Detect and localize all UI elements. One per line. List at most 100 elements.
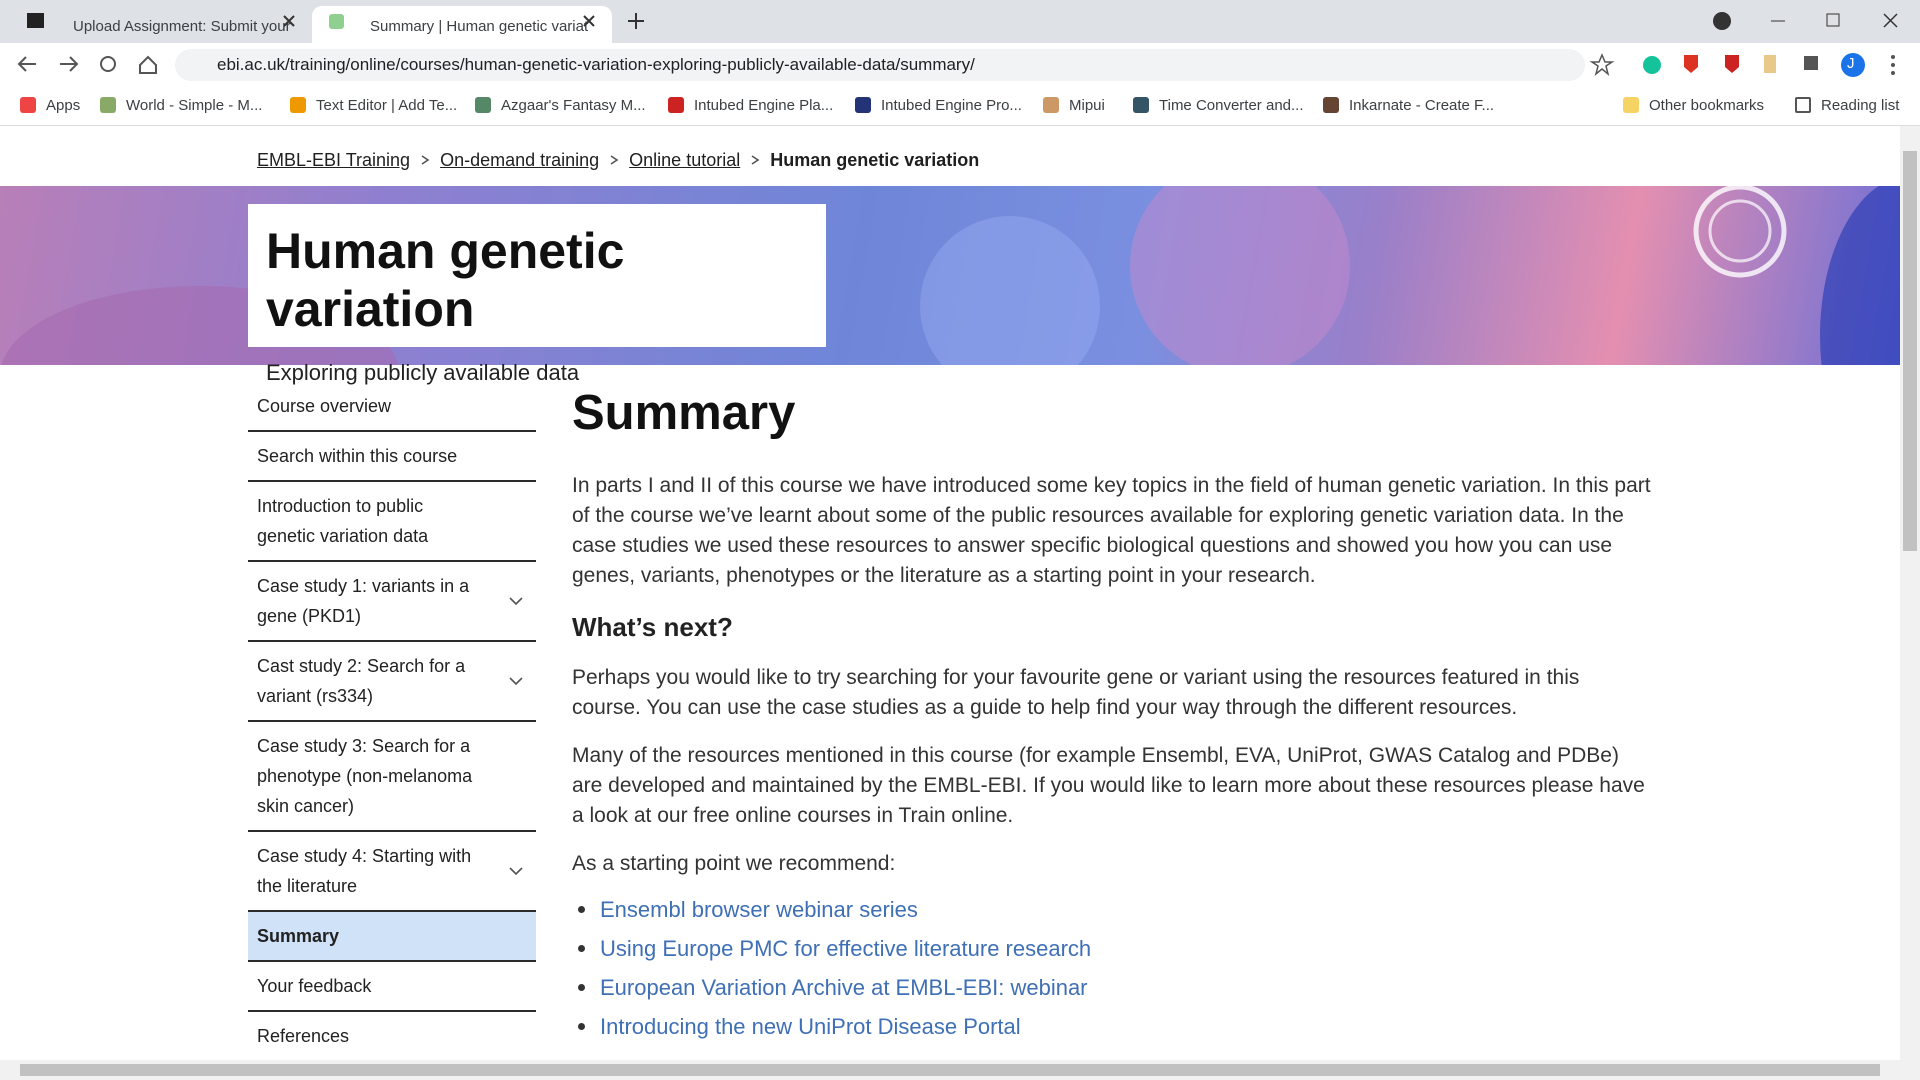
tab-bar: Upload Assignment: Submit your Summary |… <box>0 0 1920 43</box>
bookmark-label: Time Converter and... <box>1159 97 1304 114</box>
bookmark[interactable]: Apps <box>20 97 80 114</box>
page-title: Human genetic variation <box>266 223 625 337</box>
breadcrumb-link[interactable]: Online tutorial <box>629 150 741 170</box>
reading-label: Reading list <box>1821 97 1900 114</box>
page-subtitle: Exploring publicly available data <box>266 360 580 385</box>
bullet <box>578 906 585 913</box>
bookmark-label: Mipui <box>1069 97 1105 114</box>
hero-art <box>1 186 1900 365</box>
paragraph: Many of the resources mentioned in this … <box>572 744 1645 827</box>
bookmark-icon <box>100 97 116 113</box>
bookmark[interactable]: World - Simple - M... <box>100 97 262 114</box>
nav-label: Case study 4: Starting with the literatu… <box>257 846 472 896</box>
folder-icon <box>1623 97 1639 113</box>
nav-item[interactable]: Your feedback <box>248 962 536 1012</box>
bookmark-icon <box>1133 97 1149 113</box>
resource-link[interactable]: Using Europe PMC for effective literatur… <box>600 936 1092 961</box>
bookmark[interactable]: Time Converter and... <box>1133 97 1304 114</box>
resource-link[interactable]: Introducing the new UniProt Disease Port… <box>600 1014 1021 1039</box>
reading-list[interactable]: Reading list <box>1795 97 1899 114</box>
resource-link[interactable]: European Variation Archive at EMBL-EBI: … <box>600 975 1088 1000</box>
tab-title: Summary | Human genetic variat <box>370 18 589 35</box>
chevron <box>509 677 523 686</box>
subheading: What’s next? <box>572 612 733 642</box>
breadcrumb-link[interactable]: EMBL-EBI Training <box>257 150 411 170</box>
nav-item[interactable]: Case study 3: Search for a phenotype (no… <box>248 722 536 832</box>
nav-label: Search within this course <box>257 446 458 466</box>
bookmark-icon <box>20 97 36 113</box>
bookmark-icon <box>855 97 871 113</box>
chevron <box>509 597 523 606</box>
list-item: Using Europe PMC for effective literatur… <box>578 936 1091 975</box>
resource-link[interactable]: Ensembl browser webinar series <box>600 897 918 922</box>
bookmark-icon <box>668 97 684 113</box>
tab[interactable]: Upload Assignment: Submit your <box>15 6 315 43</box>
list-item: European Variation Archive at EMBL-EBI: … <box>578 975 1091 1014</box>
nav-label: Case study 3: Search for a phenotype (no… <box>257 736 473 816</box>
bookmark-label: Apps <box>46 97 81 114</box>
bookmark-label: Intubed Engine Pla... <box>694 97 834 114</box>
breadcrumb-separator <box>420 150 430 171</box>
nav-item[interactable]: Cast study 2: Search for a variant (rs33… <box>248 642 536 722</box>
bookmark-icon <box>1043 97 1059 113</box>
reading-icon <box>1795 97 1811 113</box>
nav-label: Case study 1: variants in a gene (PKD1) <box>257 576 470 626</box>
breadcrumb-link[interactable]: On-demand training <box>440 150 600 170</box>
chevron <box>610 155 619 165</box>
bookmark[interactable]: Mipui <box>1043 97 1105 114</box>
bookmark-label: Other bookmarks <box>1649 97 1765 114</box>
nav-item[interactable]: Search within this course <box>248 432 536 482</box>
bullet <box>578 984 585 991</box>
chevron <box>509 867 523 876</box>
nav-item[interactable]: Course overview <box>248 382 536 432</box>
tab-icons <box>27 12 1898 30</box>
vertical-scrollbar[interactable] <box>1900 126 1920 1060</box>
tab[interactable]: Summary | Human genetic variat <box>312 6 612 43</box>
scroll-thumb[interactable] <box>20 1064 1880 1076</box>
bullet <box>578 1023 585 1030</box>
nav-label: Introduction to public genetic variation… <box>257 496 429 546</box>
section-heading: Summary <box>572 386 796 440</box>
profile-initial[interactable]: J <box>1847 55 1855 72</box>
nav-item[interactable]: Summary <box>248 912 536 962</box>
bookmark[interactable]: Azgaar's Fantasy M... <box>475 97 646 114</box>
bookmark-folder[interactable]: Other bookmarks <box>1623 97 1764 114</box>
bookmark[interactable]: Intubed Engine Pro... <box>855 97 1022 114</box>
scroll-thumb[interactable] <box>1903 151 1917 551</box>
nav-label: Summary <box>257 926 340 946</box>
breadcrumb-separator <box>609 150 619 171</box>
bookmark-icon <box>1323 97 1339 113</box>
nav-item[interactable]: References <box>248 1012 536 1062</box>
nav-item[interactable]: Case study 1: variants in a gene (PKD1) <box>248 562 536 642</box>
chevron <box>751 155 760 165</box>
bookmarks-bar: Apps World - Simple - M... Text Editor | A… <box>0 86 1920 126</box>
horizontal-scrollbar[interactable] <box>0 1060 1920 1080</box>
bookmark-icon <box>290 97 306 113</box>
bookmark[interactable]: Inkarnate - Create F... <box>1323 97 1494 114</box>
bookmark-label: World - Simple - M... <box>126 97 263 114</box>
breadcrumb-separator <box>750 150 760 171</box>
bookmark-label: Inkarnate - Create F... <box>1349 97 1495 114</box>
nav-item[interactable]: Introduction to public genetic variation… <box>248 482 536 562</box>
hero-card: Human genetic variation Exploring public… <box>248 204 826 385</box>
nav-label: References <box>257 1026 350 1046</box>
breadcrumb: EMBL-EBI Training On-demand training Onlin… <box>257 150 979 171</box>
bookmark[interactable]: Intubed Engine Pla... <box>668 97 833 114</box>
chevron <box>421 155 430 165</box>
bookmark-label: Intubed Engine Pro... <box>881 97 1022 114</box>
bookmark[interactable]: Text Editor | Add Te... <box>290 97 457 114</box>
bookmark-label: Text Editor | Add Te... <box>316 97 458 114</box>
nav-label: Course overview <box>257 396 392 416</box>
paragraph: In parts I and II of this course we have… <box>572 474 1651 587</box>
link-list: Ensembl browser webinar series Using Euro… <box>578 897 1091 1053</box>
bookmark-label: Azgaar's Fantasy M... <box>501 97 646 114</box>
bookmark-icon <box>475 97 491 113</box>
bullet <box>578 945 585 952</box>
nav-item[interactable]: Case study 4: Starting with the literatu… <box>248 832 536 912</box>
list-item: Introducing the new UniProt Disease Port… <box>578 1014 1091 1053</box>
address-bar[interactable]: ebi.ac.uk/training/online/courses/human-… <box>175 49 1585 81</box>
course-nav: Course overview Search within this course… <box>248 382 536 1062</box>
tab-title: Upload Assignment: Submit your <box>73 18 291 35</box>
list-item: Ensembl browser webinar series <box>578 897 1091 936</box>
